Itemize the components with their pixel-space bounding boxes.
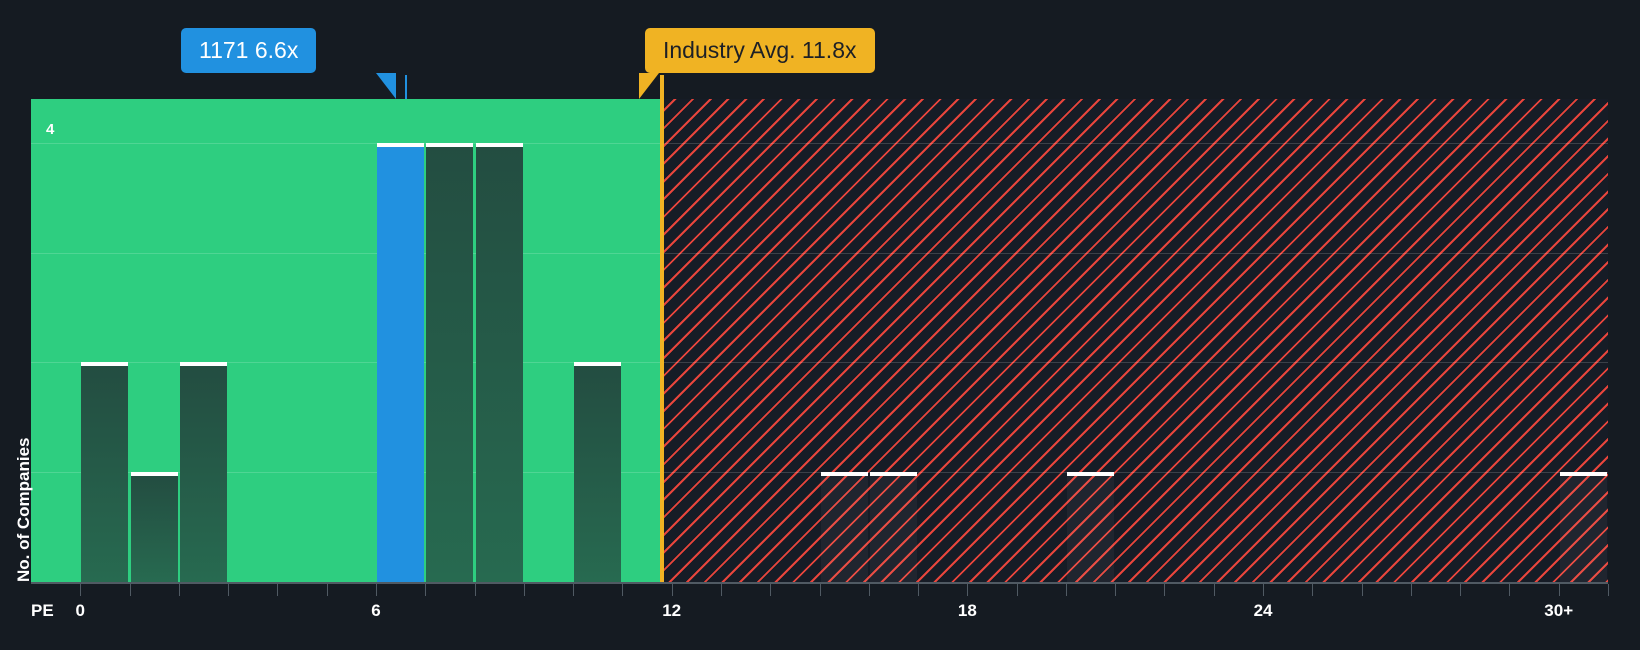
x-axis-tick [1509,584,1511,596]
histogram-bar[interactable] [1067,472,1114,582]
bar-body [81,366,129,582]
histogram-bar[interactable] [180,362,227,582]
gridline [31,472,1608,474]
bar-body [820,476,868,582]
histogram-bar[interactable] [869,472,917,582]
x-axis-tick [129,584,131,596]
x-axis-tick [1460,584,1462,596]
bar-top-cap [377,142,425,147]
x-axis-line [31,582,1608,584]
x-axis-tick [1115,584,1117,596]
x-axis-tick [1213,584,1215,596]
bar-body [574,366,622,582]
x-axis-tick-label: 30+ [1544,601,1574,620]
bar-top-cap [130,472,178,477]
x-axis-tick [1312,584,1314,596]
x-axis-title: PE [31,601,54,620]
x-axis-tick [1608,584,1609,596]
histogram-bar[interactable] [475,142,523,582]
x-axis-tick [80,584,82,596]
x-axis-tick [474,584,476,596]
bar-body [1067,476,1114,582]
x-axis-tick [1065,584,1067,596]
bar-top-cap [574,362,622,367]
histogram-bar[interactable] [1559,472,1607,582]
company-tooltip[interactable]: 1171 6.6x [181,28,317,73]
x-axis-tick [918,584,920,596]
x-axis-tick [375,584,377,596]
x-axis-tick [967,584,969,596]
x-axis-tick [425,584,427,596]
histogram-bar[interactable] [81,362,129,582]
bar-top-cap [1067,472,1114,477]
x-axis-tick [1558,584,1560,596]
x-axis-tick [720,584,722,596]
bar-body [1559,476,1607,582]
bar-top-cap [820,472,868,477]
plot-area [31,99,1608,582]
x-axis-tick-label: 6 [371,601,381,620]
bar-body [180,366,227,582]
bar-body [130,476,178,582]
x-axis-tick [819,584,821,596]
bar-top-cap [475,142,523,147]
industry-average-tooltip[interactable]: Industry Avg. 11.8x [645,28,875,73]
gridline [31,252,1608,254]
x-axis-tick [277,584,279,596]
bar-body [869,476,917,582]
x-axis-tick [1164,584,1166,596]
histogram-bar[interactable] [820,472,868,582]
overvalued-hatched-zone [661,99,1608,582]
industry-tooltip-tail [639,73,659,99]
x-axis-tick [868,584,870,596]
histogram-bar[interactable] [426,142,474,582]
y-axis-title: No. of Companies [14,437,33,582]
company-marker-line [404,75,407,99]
gridline [31,362,1608,364]
x-axis-tick [178,584,180,596]
bar-body [426,146,474,582]
x-axis-tick [1263,584,1265,596]
histogram-bar[interactable] [130,472,178,582]
x-axis-tick-label: 12 [662,601,682,620]
x-axis-tick-label: 18 [957,601,977,620]
industry-average-marker-line [659,75,664,582]
histogram-bar[interactable] [377,142,425,582]
y-axis-value-label: 4 [46,121,55,138]
bar-top-cap [1559,472,1607,477]
x-axis-tick [1410,584,1412,596]
x-axis-tick [1016,584,1018,596]
bar-top-cap [426,142,474,147]
bar-top-cap [869,472,917,477]
x-axis-tick [671,584,673,596]
histogram-bar[interactable] [574,362,622,582]
bar-body [475,146,523,582]
bar-top-cap [81,362,129,367]
gridline [31,142,1608,144]
x-axis-tick [770,584,772,596]
x-axis-tick [622,584,624,596]
bar-top-cap [180,362,227,367]
x-axis-tick [228,584,230,596]
x-axis-tick [326,584,328,596]
x-axis-tick-label: 24 [1253,601,1273,620]
x-axis-tick [523,584,525,596]
company-tooltip-tail [376,73,396,99]
x-axis-tick [573,584,575,596]
x-axis-tick-label: 0 [75,601,86,620]
x-axis-tick [1361,584,1363,596]
bar-body [377,146,425,582]
